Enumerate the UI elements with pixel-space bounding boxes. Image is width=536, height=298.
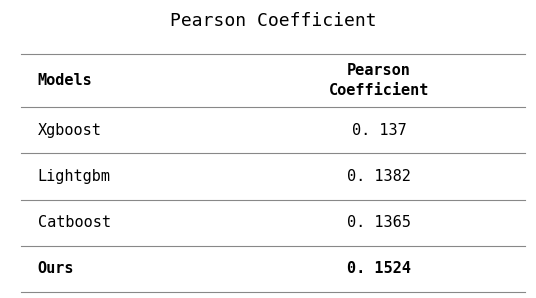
Text: 0. 1382: 0. 1382 bbox=[347, 169, 411, 184]
Text: 0. 1365: 0. 1365 bbox=[347, 215, 411, 230]
Text: Xgboost: Xgboost bbox=[38, 123, 101, 138]
Text: 0. 137: 0. 137 bbox=[352, 123, 406, 138]
Text: Pearson Coefficient: Pearson Coefficient bbox=[170, 12, 377, 30]
Text: Ours: Ours bbox=[38, 261, 74, 277]
Text: 0. 1524: 0. 1524 bbox=[347, 261, 411, 277]
Text: Lightgbm: Lightgbm bbox=[38, 169, 110, 184]
Text: Catboost: Catboost bbox=[38, 215, 110, 230]
Text: Pearson
Coefficient: Pearson Coefficient bbox=[329, 63, 429, 98]
Text: Models: Models bbox=[38, 73, 92, 88]
